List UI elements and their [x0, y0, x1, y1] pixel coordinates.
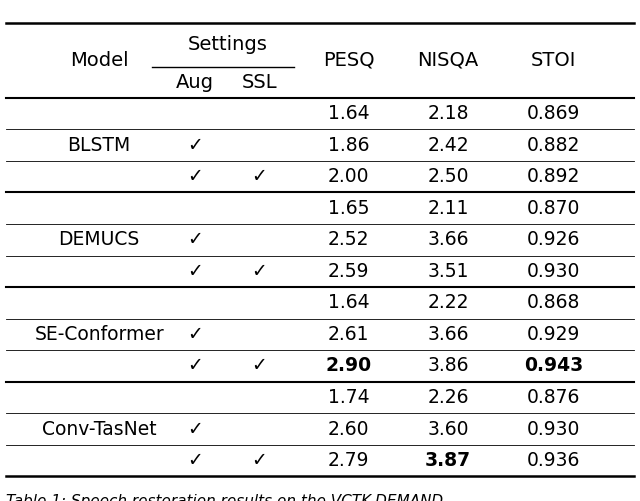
- Text: ✓: ✓: [188, 136, 203, 154]
- Text: ✓: ✓: [188, 262, 203, 281]
- Text: ✓: ✓: [188, 325, 203, 344]
- Text: Table 1: Speech restoration results on the VCTK-DEMAND: Table 1: Speech restoration results on t…: [6, 494, 444, 501]
- Text: 1.74: 1.74: [328, 388, 370, 407]
- Text: SE-Conformer: SE-Conformer: [35, 325, 164, 344]
- Text: 3.86: 3.86: [428, 357, 468, 375]
- Text: 2.79: 2.79: [328, 451, 369, 470]
- Text: 0.892: 0.892: [527, 167, 580, 186]
- Text: 3.66: 3.66: [428, 325, 468, 344]
- Text: 0.869: 0.869: [527, 104, 580, 123]
- Text: 0.870: 0.870: [527, 199, 580, 217]
- Text: ✓: ✓: [188, 167, 203, 186]
- Text: 1.86: 1.86: [328, 136, 369, 154]
- Text: 0.936: 0.936: [527, 451, 580, 470]
- Text: 1.64: 1.64: [328, 294, 370, 312]
- Text: Conv-TasNet: Conv-TasNet: [42, 420, 157, 438]
- Text: 3.60: 3.60: [428, 420, 468, 438]
- Text: 2.52: 2.52: [328, 230, 369, 249]
- Text: 2.42: 2.42: [427, 136, 469, 154]
- Text: 0.929: 0.929: [527, 325, 580, 344]
- Text: ✓: ✓: [252, 262, 267, 281]
- Text: 1.65: 1.65: [328, 199, 369, 217]
- Text: 2.60: 2.60: [328, 420, 369, 438]
- Text: 2.22: 2.22: [428, 294, 468, 312]
- Text: 2.61: 2.61: [328, 325, 369, 344]
- Text: 3.66: 3.66: [428, 230, 468, 249]
- Text: ✓: ✓: [252, 167, 267, 186]
- Text: PESQ: PESQ: [323, 51, 374, 70]
- Text: ✓: ✓: [188, 230, 203, 249]
- Text: Model: Model: [70, 51, 129, 70]
- Text: ✓: ✓: [188, 420, 203, 438]
- Text: 0.930: 0.930: [527, 262, 580, 281]
- Text: 0.926: 0.926: [527, 230, 580, 249]
- Text: STOI: STOI: [531, 51, 576, 70]
- Text: BLSTM: BLSTM: [68, 136, 131, 154]
- Text: Aug: Aug: [176, 73, 214, 92]
- Text: 0.868: 0.868: [527, 294, 580, 312]
- Text: 2.90: 2.90: [326, 357, 372, 375]
- Text: DEMUCS: DEMUCS: [59, 230, 140, 249]
- Text: 0.930: 0.930: [527, 420, 580, 438]
- Text: 2.50: 2.50: [428, 167, 468, 186]
- Text: 0.882: 0.882: [527, 136, 580, 154]
- Text: SSL: SSL: [241, 73, 277, 92]
- Text: 2.11: 2.11: [428, 199, 468, 217]
- Text: 2.00: 2.00: [328, 167, 369, 186]
- Text: ✓: ✓: [252, 357, 267, 375]
- Text: 0.876: 0.876: [527, 388, 580, 407]
- Text: Settings: Settings: [188, 35, 267, 54]
- Text: 2.59: 2.59: [328, 262, 369, 281]
- Text: ✓: ✓: [252, 451, 267, 470]
- Text: 2.26: 2.26: [428, 388, 468, 407]
- Text: NISQA: NISQA: [417, 51, 479, 70]
- Text: 1.64: 1.64: [328, 104, 370, 123]
- Text: ✓: ✓: [188, 357, 203, 375]
- Text: 3.87: 3.87: [425, 451, 471, 470]
- Text: ✓: ✓: [188, 451, 203, 470]
- Text: 2.18: 2.18: [428, 104, 468, 123]
- Text: 0.943: 0.943: [524, 357, 583, 375]
- Text: 3.51: 3.51: [428, 262, 468, 281]
